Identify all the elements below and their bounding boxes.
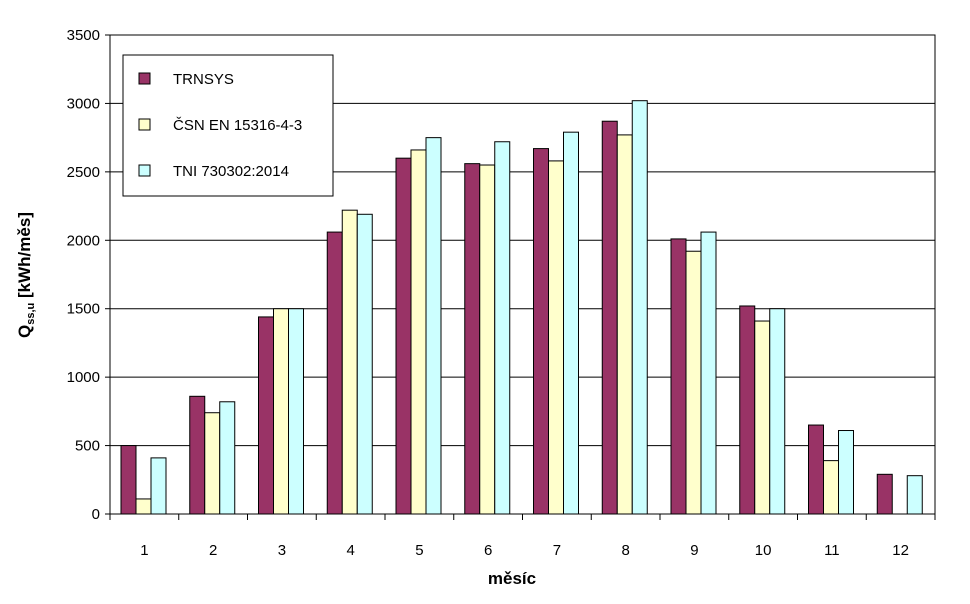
bar--sn-en-15316-4-3-1	[135, 498, 152, 515]
x-tick-label: 8	[621, 542, 629, 559]
legend: TRNSYS ČSN EN 15316-4-3 TNI 730302:2014	[122, 54, 334, 197]
bar--sn-en-15316-4-3-7	[548, 160, 564, 515]
y-tick-label: 2000	[67, 232, 100, 249]
y-axis-title-unit: [kWh/měs]	[15, 212, 34, 303]
y-axis-title: Qss,u [kWh/měs]	[15, 212, 37, 338]
bar--sn-en-15316-4-3-2	[204, 412, 221, 515]
y-tick-label: 500	[75, 438, 100, 455]
x-tick-label: 3	[278, 542, 286, 559]
legend-label-tni: TNI 730302:2014	[173, 163, 289, 180]
bar--sn-en-15316-4-3-8	[616, 134, 633, 515]
bar--sn-en-15316-4-3-6	[479, 164, 496, 515]
bar-tni-730302-2014-9	[700, 231, 717, 515]
bar-tni-730302-2014-8	[631, 100, 648, 515]
x-tick-label: 1	[140, 542, 148, 559]
bar--sn-en-15316-4-3-10	[754, 320, 771, 515]
x-tick-label: 12	[892, 542, 909, 559]
bar-trnsys-8	[601, 120, 618, 515]
legend-label-trnsys: TRNSYS	[173, 71, 234, 88]
bar-tni-730302-2014-6	[494, 141, 511, 515]
bar-tni-730302-2014-5	[425, 137, 442, 515]
bar-trnsys-11	[808, 424, 824, 515]
y-axis-title-subscript: ss,u	[25, 303, 37, 325]
y-tick-label: 3000	[67, 95, 100, 112]
bar--sn-en-15316-4-3-11	[823, 460, 839, 515]
y-tick-label: 2500	[67, 164, 100, 181]
legend-box	[122, 54, 334, 197]
x-tick-label: 10	[755, 542, 772, 559]
bar-tni-730302-2014-1	[150, 457, 167, 515]
x-tick-label: 11	[824, 542, 840, 559]
legend-label-csn: ČSN EN 15316-4-3	[173, 117, 302, 134]
y-tick-label: 0	[92, 506, 100, 523]
bar--sn-en-15316-4-3-5	[410, 149, 427, 515]
y-tick-label: 1000	[67, 369, 100, 386]
y-tick-label: 1500	[67, 301, 100, 318]
x-tick-label: 9	[690, 542, 698, 559]
bar-trnsys-4	[326, 231, 343, 515]
bars	[120, 100, 923, 515]
x-tick-label: 2	[209, 542, 217, 559]
bar-tni-730302-2014-12	[906, 475, 923, 515]
legend-swatch-csn	[138, 118, 151, 131]
bar-trnsys-2	[189, 395, 206, 515]
bar-tni-730302-2014-3	[288, 308, 304, 515]
bar-tni-730302-2014-10	[769, 308, 786, 515]
bar-trnsys-6	[464, 163, 481, 515]
bar--sn-en-15316-4-3-3	[273, 308, 289, 515]
bar--sn-en-15316-4-3-4	[341, 209, 358, 515]
bar-trnsys-7	[533, 148, 549, 515]
bar-trnsys-1	[120, 445, 137, 515]
bar-trnsys-9	[670, 238, 687, 515]
bar--sn-en-15316-4-3-9	[685, 250, 702, 515]
x-axis-title: měsíc	[488, 569, 536, 588]
legend-swatch-tni	[138, 164, 151, 177]
y-tick-label: 3500	[67, 27, 100, 44]
bar-trnsys-5	[395, 157, 412, 515]
legend-swatch-trnsys	[138, 72, 151, 85]
y-axis-title-main: Q	[15, 325, 34, 338]
x-axis-ticks: 1 2 3 4 5 6 7 8 9 10 11 12	[109, 514, 936, 559]
bar-trnsys-12	[876, 473, 893, 515]
bar-tni-730302-2014-11	[838, 430, 854, 515]
bar-trnsys-10	[739, 305, 756, 515]
bar-tni-730302-2014-4	[356, 213, 373, 515]
y-axis-ticks: 0 500 1000 1500 2000 2500 3000 3500	[67, 27, 110, 523]
bar-tni-730302-2014-2	[219, 401, 236, 515]
bar-tni-730302-2014-7	[563, 131, 579, 515]
x-tick-label: 5	[415, 542, 423, 559]
x-tick-label: 6	[484, 542, 492, 559]
x-tick-label: 7	[553, 542, 561, 559]
bar-trnsys-3	[258, 316, 274, 515]
x-tick-label: 4	[346, 542, 354, 559]
